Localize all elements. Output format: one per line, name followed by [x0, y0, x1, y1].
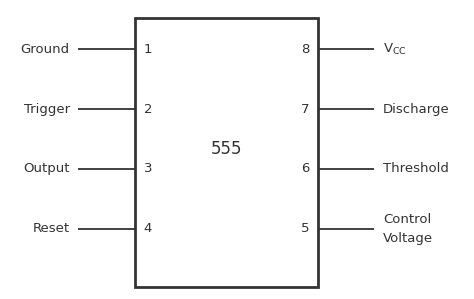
Text: 4: 4: [144, 222, 152, 235]
Text: Voltage: Voltage: [383, 232, 433, 245]
Text: 3: 3: [144, 162, 152, 176]
Text: Ground: Ground: [20, 43, 70, 56]
Text: 7: 7: [301, 103, 309, 116]
Bar: [135, 18, 318, 287]
Text: Reset: Reset: [33, 222, 70, 235]
Text: 5: 5: [301, 222, 309, 235]
Text: Trigger: Trigger: [24, 103, 70, 116]
Text: V$_{\mathregular{CC}}$: V$_{\mathregular{CC}}$: [383, 42, 407, 57]
Text: Discharge: Discharge: [383, 103, 450, 116]
Text: Output: Output: [23, 162, 70, 176]
Text: Threshold: Threshold: [383, 162, 449, 176]
Text: 8: 8: [301, 43, 309, 56]
Text: 555: 555: [211, 141, 242, 158]
Text: 2: 2: [144, 103, 152, 116]
Text: Control: Control: [383, 213, 431, 225]
Text: 6: 6: [301, 162, 309, 176]
Text: 1: 1: [144, 43, 152, 56]
